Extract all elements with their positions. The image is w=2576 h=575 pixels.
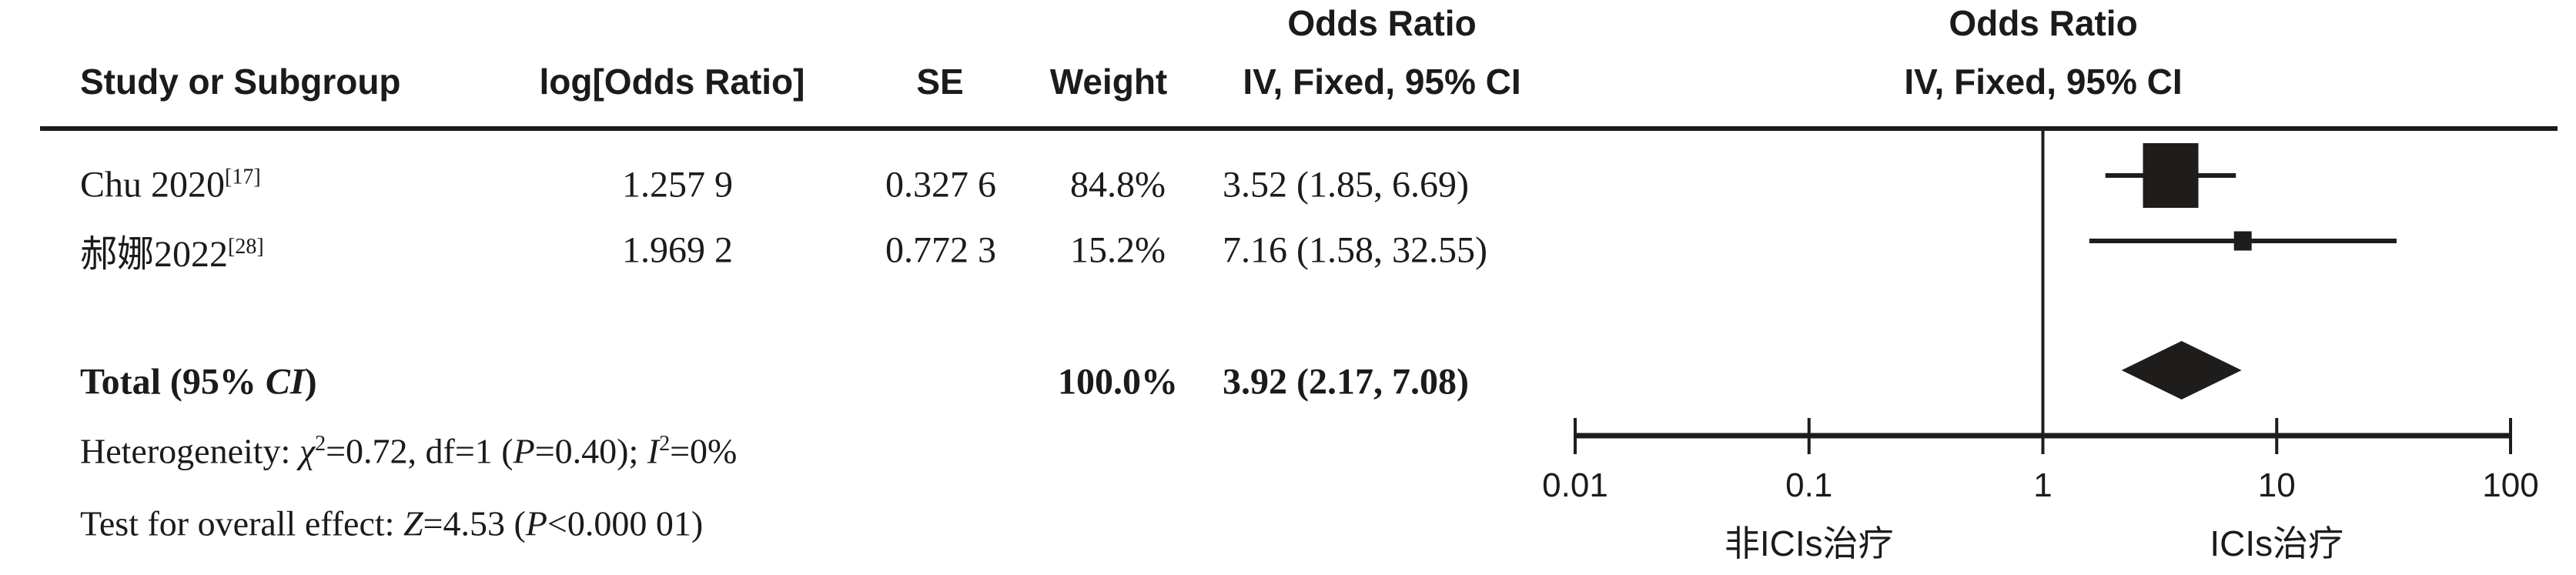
- total-effect-diamond: [2121, 341, 2242, 399]
- effect-size-square: [2233, 231, 2252, 251]
- standard-error-value: 0.772 3: [885, 229, 996, 271]
- total-label: Total (95% CI): [80, 361, 317, 403]
- plot-header-odds-ratio-line1: Odds Ratio: [1949, 3, 2138, 43]
- standard-error-value: 0.327 6: [885, 164, 996, 206]
- total-weight-value: 100.0%: [1058, 361, 1178, 403]
- axis-tick-label: 1: [2033, 466, 2052, 504]
- column-header-study: Study or Subgroup: [80, 62, 401, 102]
- header-divider-rule: [40, 126, 2558, 131]
- column-header-weight: Weight: [1049, 62, 1168, 102]
- or-ci-text: 3.52 (1.85, 6.69): [1223, 164, 1469, 206]
- study-name: 郝娜2022[28]: [80, 234, 264, 275]
- column-header-odds-ratio-line1: Odds Ratio: [1287, 3, 1477, 43]
- favours-left-label: 非ICIs治疗: [1724, 523, 1894, 563]
- column-header-ci: IV, Fixed, 95% CI: [1243, 62, 1521, 102]
- reference-superscript: [17]: [225, 165, 261, 189]
- reference-superscript: [28]: [228, 235, 264, 259]
- column-header-log-odds-ratio: log[Odds Ratio]: [539, 62, 805, 102]
- heterogeneity-statistics: Heterogeneity: χ2=0.72, df=1 (P=0.40); I…: [80, 431, 738, 471]
- weight-value: 15.2%: [1070, 229, 1166, 271]
- axis-tick-label: 10: [2257, 466, 2296, 504]
- favours-right-label: ICIs治疗: [2210, 523, 2344, 563]
- overall-effect-statistics: Test for overall effect: Z=4.53 (P<0.000…: [80, 503, 704, 543]
- axis-tick-label: 0.01: [1542, 466, 1608, 504]
- or-ci-text: 7.16 (1.58, 32.55): [1223, 229, 1487, 271]
- effect-size-square: [2143, 143, 2199, 208]
- column-header-se: SE: [916, 62, 964, 102]
- log-odds-ratio-value: 1.257 9: [622, 164, 733, 206]
- plot-header-ci: IV, Fixed, 95% CI: [1904, 62, 2183, 102]
- weight-value: 84.8%: [1070, 164, 1166, 206]
- log-odds-ratio-value: 1.969 2: [622, 229, 733, 271]
- total-or-ci-text: 3.92 (2.17, 7.08): [1223, 361, 1469, 403]
- axis-tick-label: 100: [2482, 466, 2539, 504]
- axis-tick-label: 0.1: [1785, 466, 1833, 504]
- study-name: Chu 2020[17]: [80, 164, 261, 206]
